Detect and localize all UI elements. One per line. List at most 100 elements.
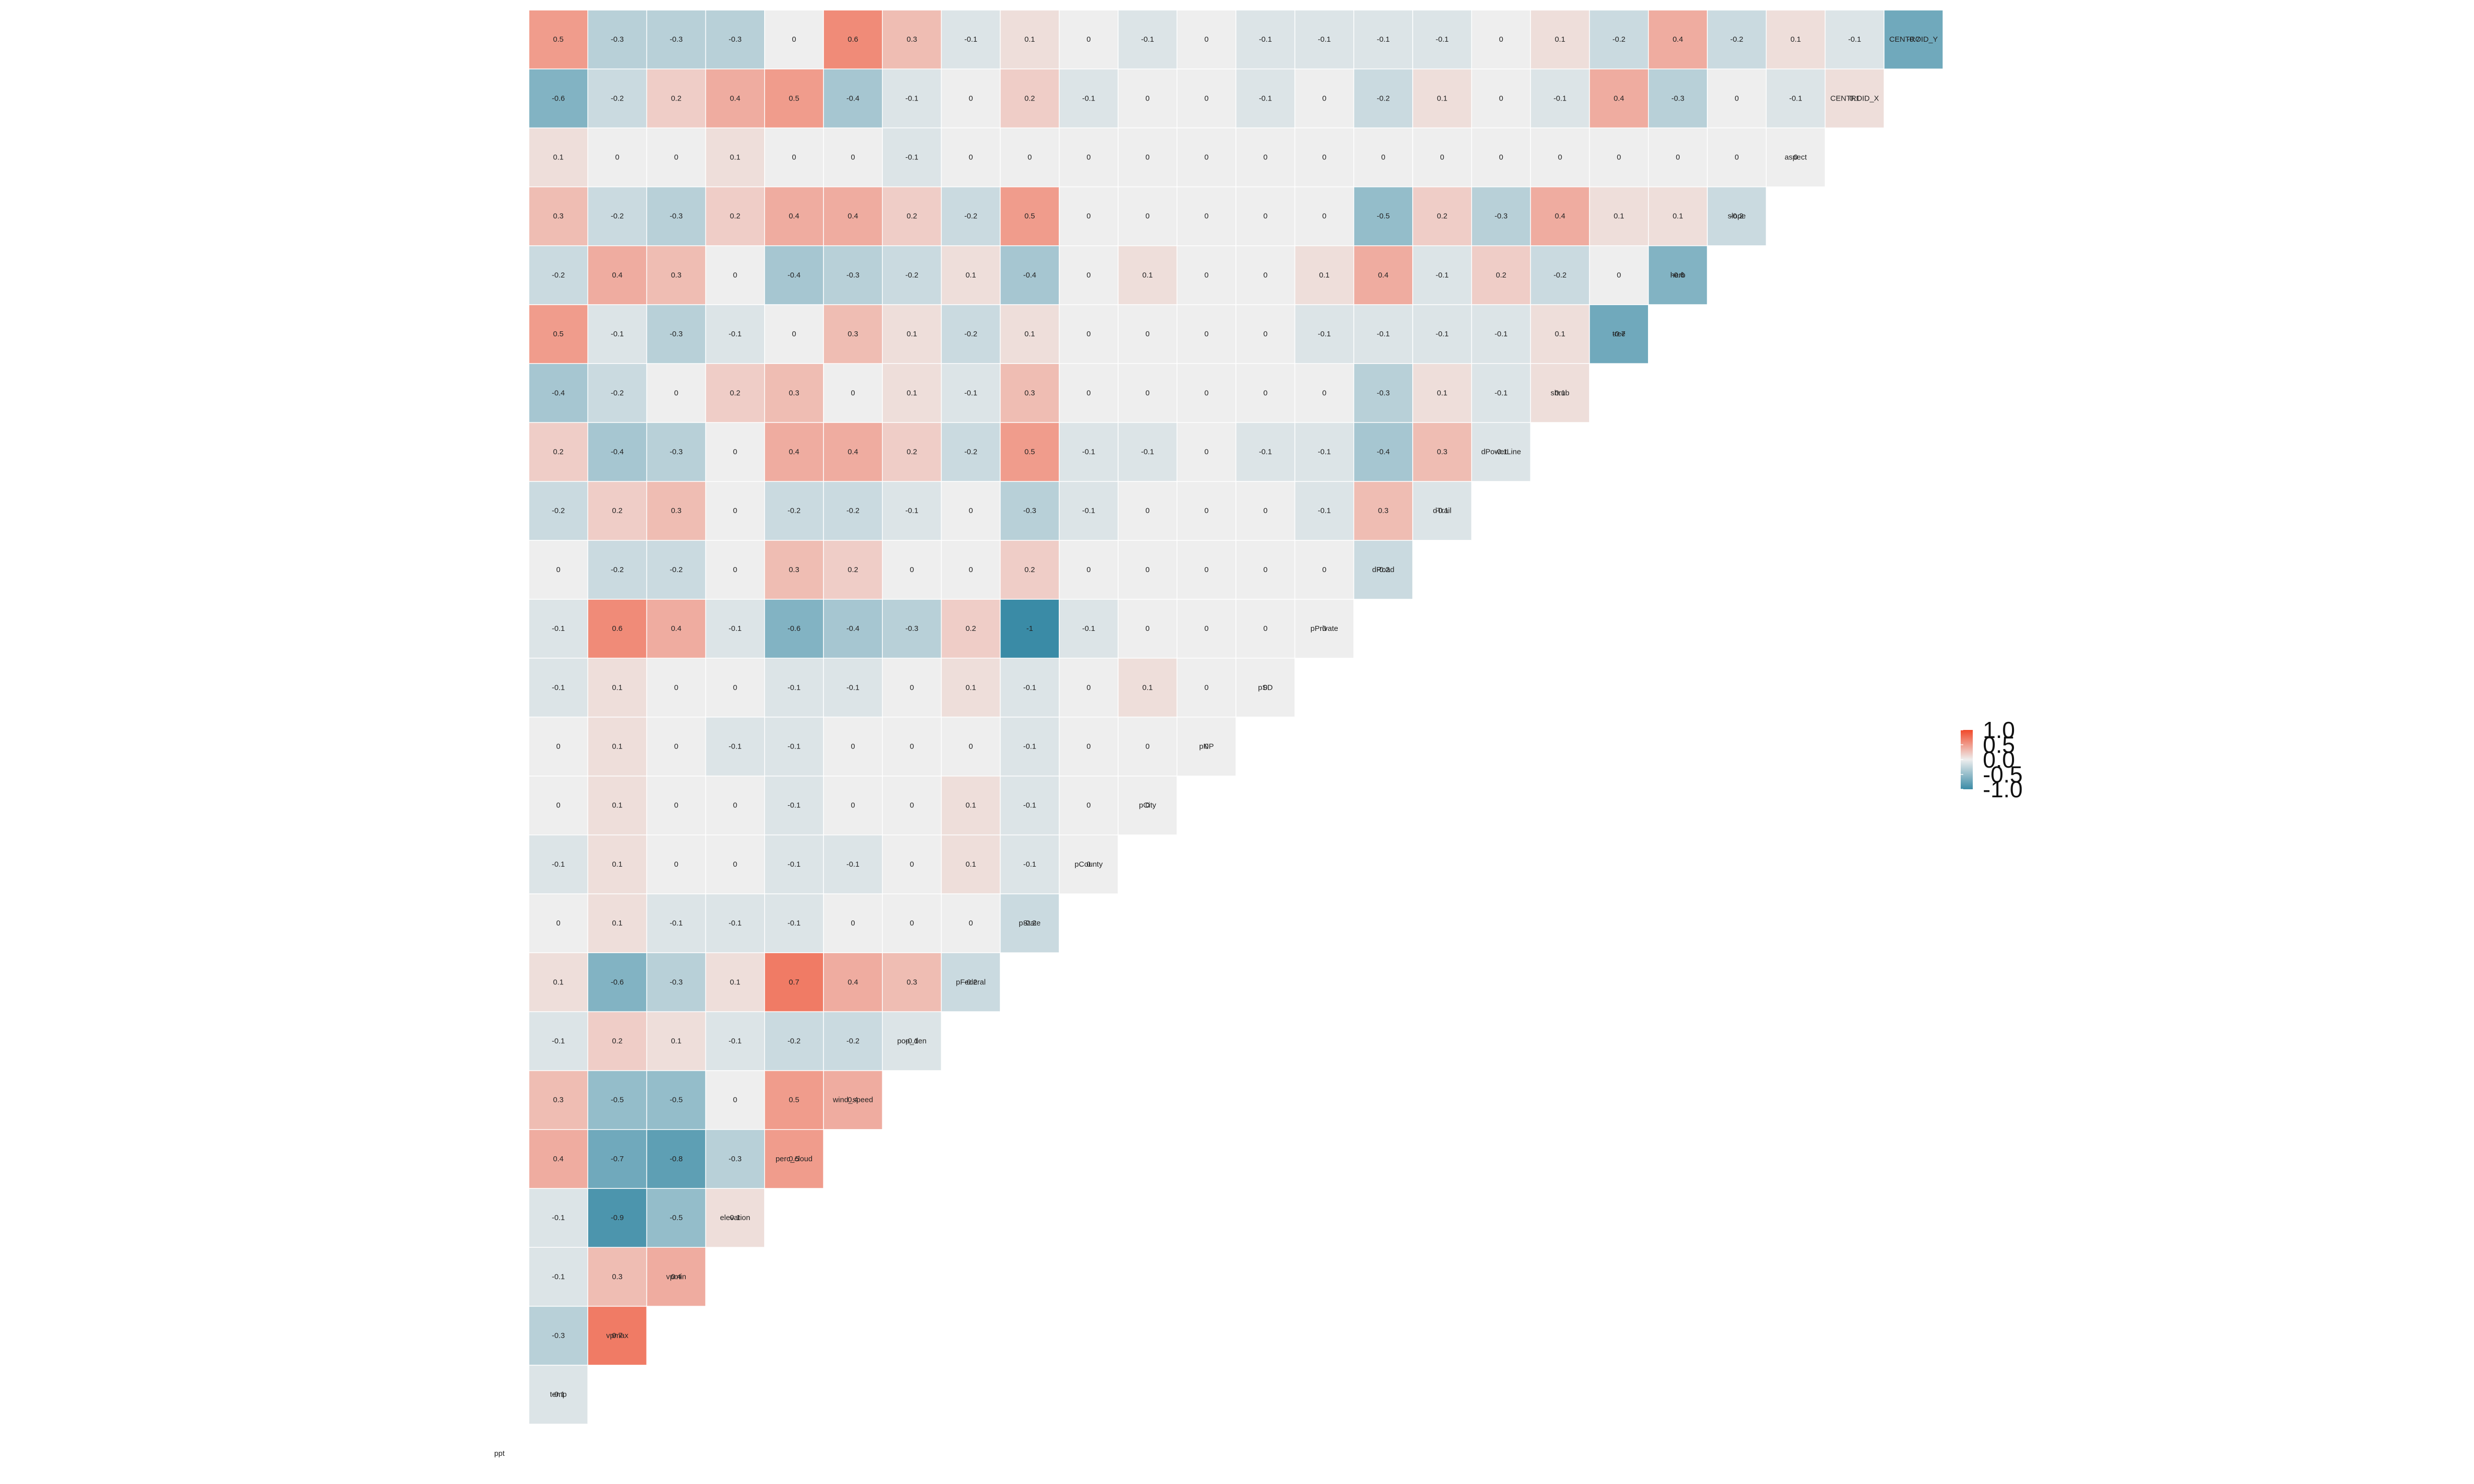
cell-value-CENTROID_X-vpmax: 0.2 xyxy=(671,94,682,103)
heatmap-cell-dRoad-pFederal xyxy=(999,540,1060,600)
cell-value-pState-ppt: 0 xyxy=(556,919,560,928)
cell-value-CENTROID_Y-dRoad: -0.1 xyxy=(1436,35,1449,44)
heatmap-cell-dPowerLine-pState xyxy=(1059,422,1119,482)
cell-value-herb-pop_den: 0.1 xyxy=(966,271,976,280)
heatmap-cell-pFederal-elevation xyxy=(764,952,824,1012)
cell-value-slope-pSD: 0 xyxy=(1322,212,1326,221)
heatmap-cell-aspect-dTrail xyxy=(1471,127,1531,188)
cell-value-dTrail-vpmin: 0 xyxy=(733,507,737,515)
heatmap-cell-tree-dRoad xyxy=(1412,304,1472,364)
heatmap-cells: -0.1 -0.3 0.7 -0.1 0.3 0.4 -0.1 -0.9 -0.5 0.1 0.4 -… xyxy=(528,10,1944,1425)
cell-value-slope-vpmin: 0.2 xyxy=(730,212,741,221)
cell-value-tree-perc_cloud: 0.3 xyxy=(848,330,858,338)
heatmap-cell-dTrail-vpmax xyxy=(646,481,706,541)
heatmap-cell-dTrail-elevation xyxy=(764,481,824,541)
heatmap-cell-aspect-slope xyxy=(1766,127,1826,188)
heatmap-cell-CENTROID_Y-slope xyxy=(1766,10,1826,69)
cell-value-aspect-slope: 0 xyxy=(1794,153,1798,162)
heatmap-cell-dPowerLine-pFederal xyxy=(999,422,1060,482)
cell-value-pCounty-pFederal: -0.1 xyxy=(1023,860,1036,869)
variable-label-pState: pState xyxy=(1019,919,1041,928)
cell-value-pCity-elevation: -0.1 xyxy=(787,801,800,810)
heatmap-cell-dRoad-perc_cloud xyxy=(823,540,883,600)
cell-value-elevation-ppt: -0.1 xyxy=(552,1214,565,1222)
cell-value-pCity-wind_speed: 0 xyxy=(910,801,914,810)
heatmap-cell-perc_cloud-vpmax xyxy=(646,1129,706,1189)
heatmap-cell-pPrivate-elevation xyxy=(764,599,824,659)
heatmap-cell-dTrail-pCounty xyxy=(1118,481,1177,541)
cell-value-slope-pCity: 0 xyxy=(1205,212,1209,221)
cell-value-CENTROID_X-pCity: 0 xyxy=(1205,94,1209,103)
cell-value-CENTROID_X-pNP: -0.1 xyxy=(1259,94,1272,103)
cell-value-pCity-perc_cloud: 0 xyxy=(851,801,855,810)
heatmap-cell-perc_cloud-vpmin xyxy=(705,1129,765,1189)
heatmap-cell-tree-wind_speed xyxy=(882,304,942,364)
heatmap-cell-pCounty-vpmin xyxy=(705,834,765,894)
cell-value-CENTROID_Y-elevation: 0 xyxy=(792,35,796,44)
cell-value-CENTROID_X-dPowerLine: -0.1 xyxy=(1553,94,1567,103)
variable-label-dTrail: dTrail xyxy=(1433,507,1451,515)
cell-value-wind_speed-elevation: 0.5 xyxy=(789,1096,799,1104)
cell-value-tree-vpmax: -0.3 xyxy=(670,330,683,338)
heatmap-cell-dTrail-perc_cloud xyxy=(823,481,883,541)
heatmap-cell-dTrail-pFederal xyxy=(999,481,1060,541)
heatmap-cell-dRoad-pCounty xyxy=(1118,540,1177,600)
variable-label-dRoad: dRoad xyxy=(1372,566,1394,574)
heatmap-cell-slope-vpmin xyxy=(705,186,765,246)
heatmap-cell-shrub-vpmax xyxy=(646,363,706,423)
heatmap-cell-tree-ppt xyxy=(528,304,588,364)
heatmap-cell-pCity-perc_cloud xyxy=(823,775,883,836)
cell-value-herb-vpmax: 0.3 xyxy=(671,271,682,280)
heatmap-cell-aspect-pCity xyxy=(1176,127,1237,188)
variable-label-pCounty: pCounty xyxy=(1074,860,1103,869)
variable-label-pPrivate: pPrivate xyxy=(1311,624,1338,633)
heatmap-cell-pPrivate-wind_speed xyxy=(882,599,942,659)
cell-value-CENTROID_X-temp: -0.2 xyxy=(611,94,624,103)
heatmap-cell-dPowerLine-perc_cloud xyxy=(823,422,883,482)
heatmap-cell-slope-pFederal xyxy=(999,186,1060,246)
heatmap-cell-shrub-pSD xyxy=(1294,363,1354,423)
heatmap-cell-tree-elevation xyxy=(764,304,824,364)
cell-value-tree-elevation: 0 xyxy=(792,330,796,338)
heatmap-cell-pState-ppt xyxy=(528,893,588,953)
cell-value-aspect-pFederal: 0 xyxy=(1028,153,1032,162)
cell-value-pPrivate-vpmax: 0.4 xyxy=(671,624,682,633)
heatmap-cell-aspect-pFederal xyxy=(999,127,1060,188)
heatmap-cell-herb-vpmin xyxy=(705,245,765,305)
heatmap-cell-tree-vpmax xyxy=(646,304,706,364)
cell-value-dPowerLine-wind_speed: 0.2 xyxy=(906,448,917,456)
cell-value-pCity-pState: 0 xyxy=(1086,801,1090,810)
variable-label-herb: herb xyxy=(1670,271,1685,280)
heatmap-cell-elevation-ppt xyxy=(528,1188,588,1248)
heatmap-cell-CENTROID_Y-dRoad xyxy=(1412,10,1472,69)
cell-value-pPrivate-ppt: -0.1 xyxy=(552,624,565,633)
cell-value-dRoad-pop_den: 0 xyxy=(969,566,973,574)
cell-value-aspect-dPowerLine: 0 xyxy=(1558,153,1562,162)
heatmap-cell-dPowerLine-pCounty xyxy=(1118,422,1177,482)
heatmap-cell-aspect-pop_den xyxy=(941,127,1001,188)
heatmap-cell-shrub-pop_den xyxy=(941,363,1001,423)
heatmap-cell-pop_den-vpmin xyxy=(705,1011,765,1071)
heatmap-cell-wind_speed-temp xyxy=(587,1070,648,1130)
heatmap-cell-CENTROID_X-dRoad xyxy=(1412,68,1472,129)
heatmap-cell-wind_speed-perc_cloud xyxy=(823,1070,883,1130)
cell-value-pCounty-vpmin: 0 xyxy=(733,860,737,869)
cell-value-pState-perc_cloud: 0 xyxy=(851,919,855,928)
cell-value-vpmax-temp: 0.7 xyxy=(612,1332,622,1340)
cell-value-dPowerLine-elevation: 0.4 xyxy=(789,448,799,456)
cell-value-CENTROID_Y-perc_cloud: 0.6 xyxy=(848,35,858,44)
cell-value-pSD-pop_den: 0.1 xyxy=(966,683,976,692)
cell-value-shrub-pCounty: 0 xyxy=(1145,389,1149,397)
cell-value-pPrivate-pState: -0.1 xyxy=(1082,624,1095,633)
cell-value-tree-pState: 0 xyxy=(1086,330,1090,338)
cell-value-pPrivate-elevation: -0.6 xyxy=(787,624,800,633)
heatmap-cell-pCounty-pFederal xyxy=(999,834,1060,894)
legend-label: -1.0 xyxy=(1983,776,2023,802)
cell-value-pState-wind_speed: 0 xyxy=(910,919,914,928)
cell-value-vpmax-ppt: -0.3 xyxy=(552,1332,565,1340)
cell-value-pSD-pFederal: -0.1 xyxy=(1023,683,1036,692)
heatmap-cell-CENTROID_X-pFederal xyxy=(999,68,1060,129)
heatmap-cell-tree-pFederal xyxy=(999,304,1060,364)
cell-value-pPrivate-perc_cloud: -0.4 xyxy=(847,624,860,633)
heatmap-cell-pNP-ppt xyxy=(528,716,588,777)
